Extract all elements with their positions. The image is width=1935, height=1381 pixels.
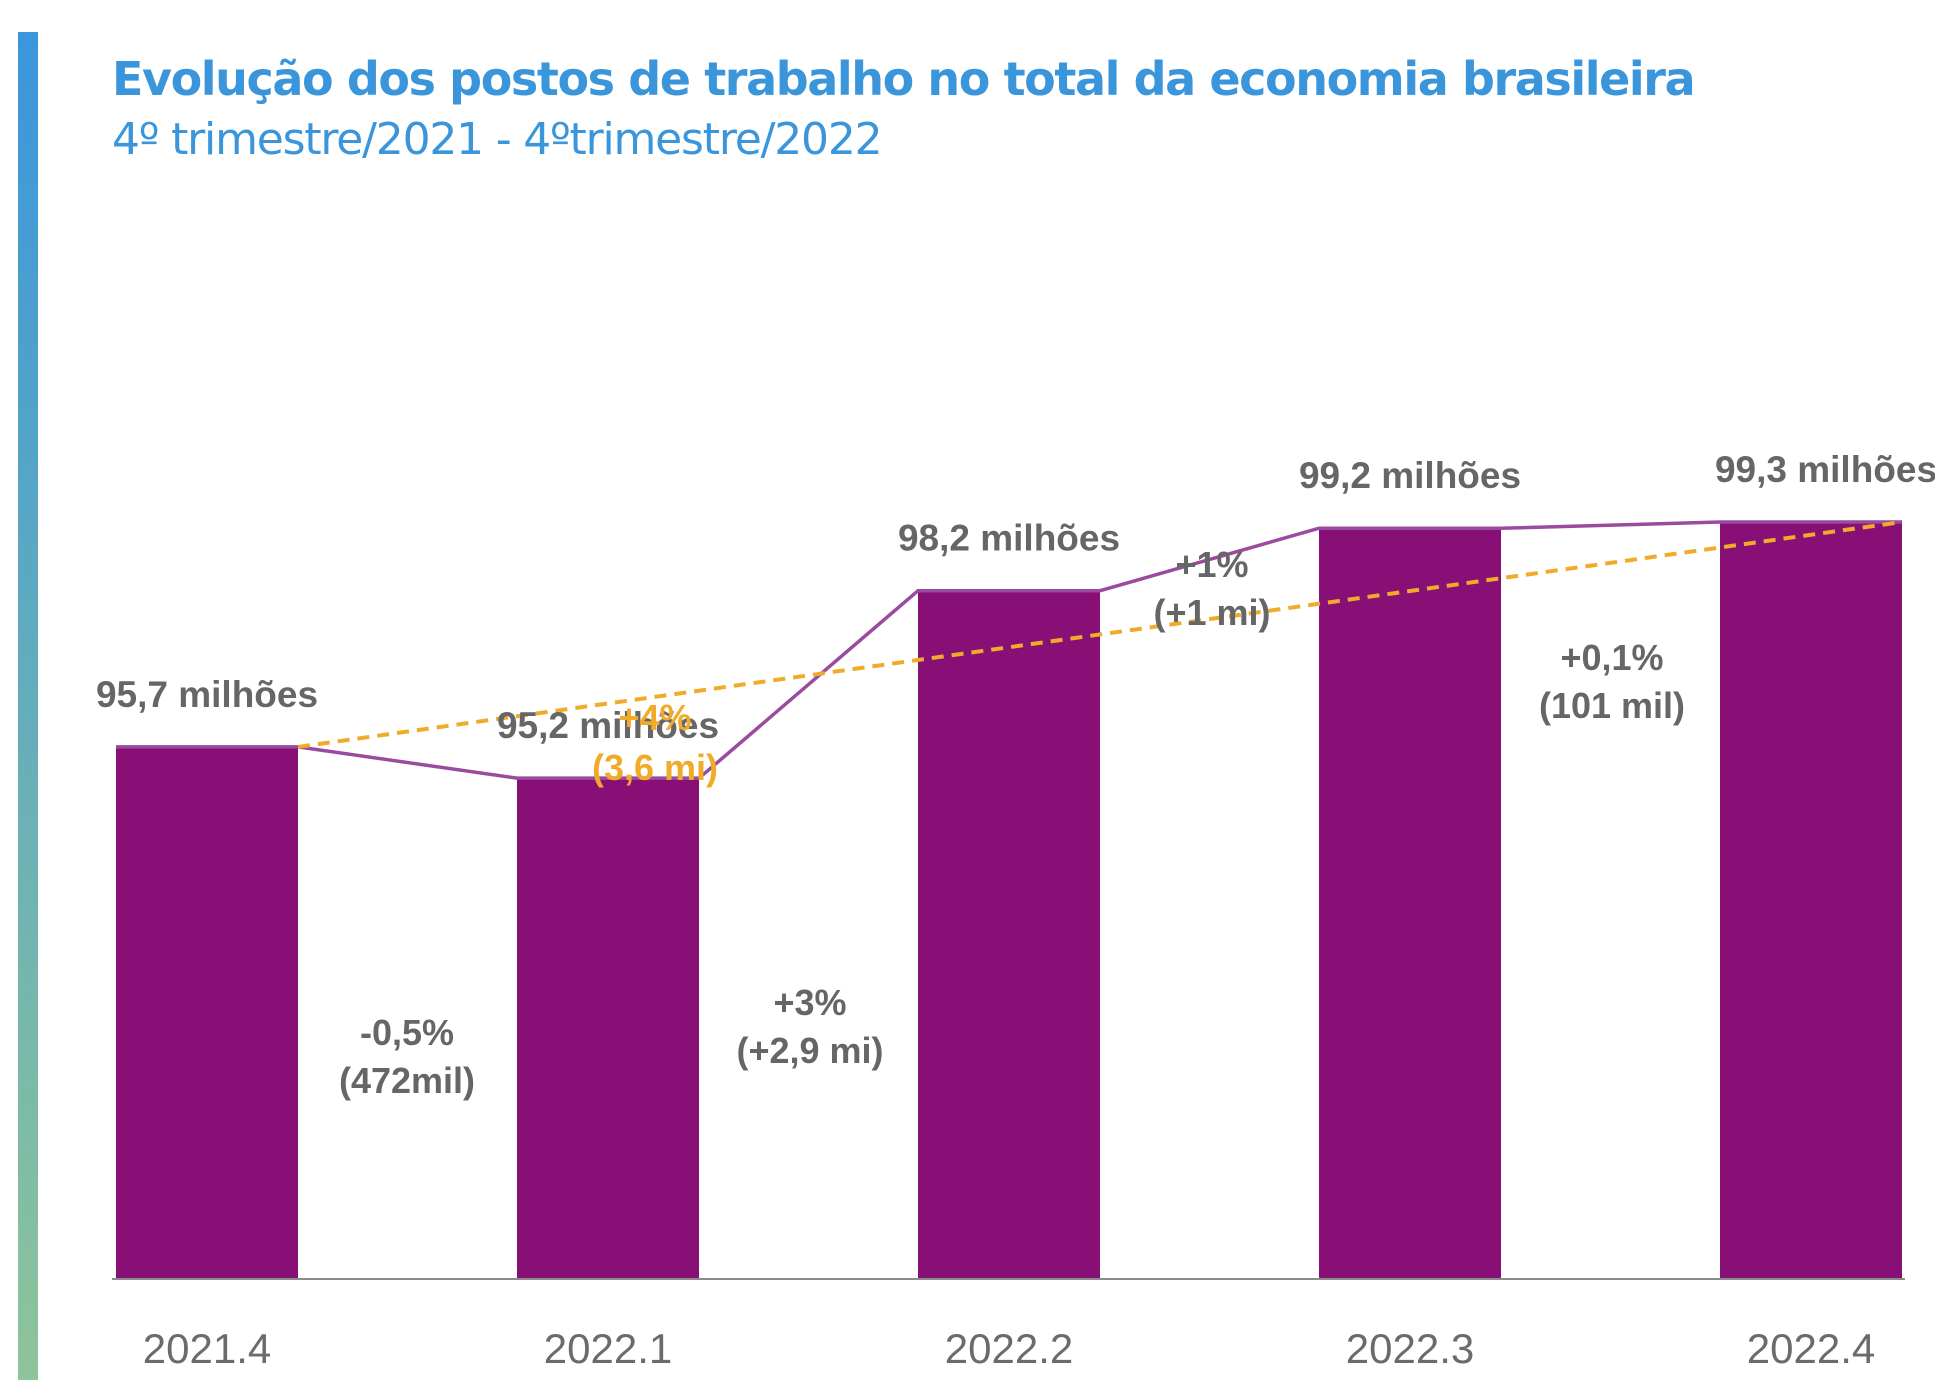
change-abs-2022.4: (101 mil) [1539,685,1685,726]
x-tick-2022.2: 2022.2 [945,1325,1073,1372]
value-label-2021.4: 95,7 milhões [96,674,318,715]
trend-line [297,520,1903,749]
bar-2022.1 [517,778,699,1278]
value-label-2022.2: 98,2 milhões [898,518,1120,559]
x-tick-2022.3: 2022.3 [1346,1325,1474,1372]
bar-2022.2 [918,590,1100,1278]
change-abs-2022.1: (472mil) [339,1060,475,1101]
value-label-2022.1: 95,2 milhões [497,705,719,746]
x-tick-2022.1: 2022.1 [544,1325,672,1372]
chart-title: Evolução dos postos de trabalho no total… [112,52,1696,106]
trend-abs: (3,6 mi) [592,747,718,788]
change-pct-2022.2: +3% [773,982,846,1023]
change-pct-2022.3: +1% [1175,544,1248,585]
bar-2021.4 [116,746,298,1278]
trend-pct: +4% [618,697,691,738]
change-abs-2022.3: (+1 mi) [1153,592,1270,633]
x-tick-2021.4: 2021.4 [143,1325,271,1372]
change-pct-2022.1: -0,5% [360,1012,454,1053]
change-pct-2022.4: +0,1% [1560,637,1663,678]
connector-line [116,520,1902,780]
accent-bar [18,32,38,1380]
x-tick-2022.4: 2022.4 [1747,1325,1875,1372]
value-label-2022.4: 99,3 milhões [1715,449,1935,490]
bar-2022.4 [1720,522,1902,1278]
change-abs-2022.2: (+2,9 mi) [736,1030,883,1071]
chart-subtitle: 4º trimestre/2021 - 4ºtrimestre/2022 [112,114,883,165]
value-label-2022.3: 99,2 milhões [1299,455,1521,496]
bar-2022.3 [1319,528,1501,1278]
